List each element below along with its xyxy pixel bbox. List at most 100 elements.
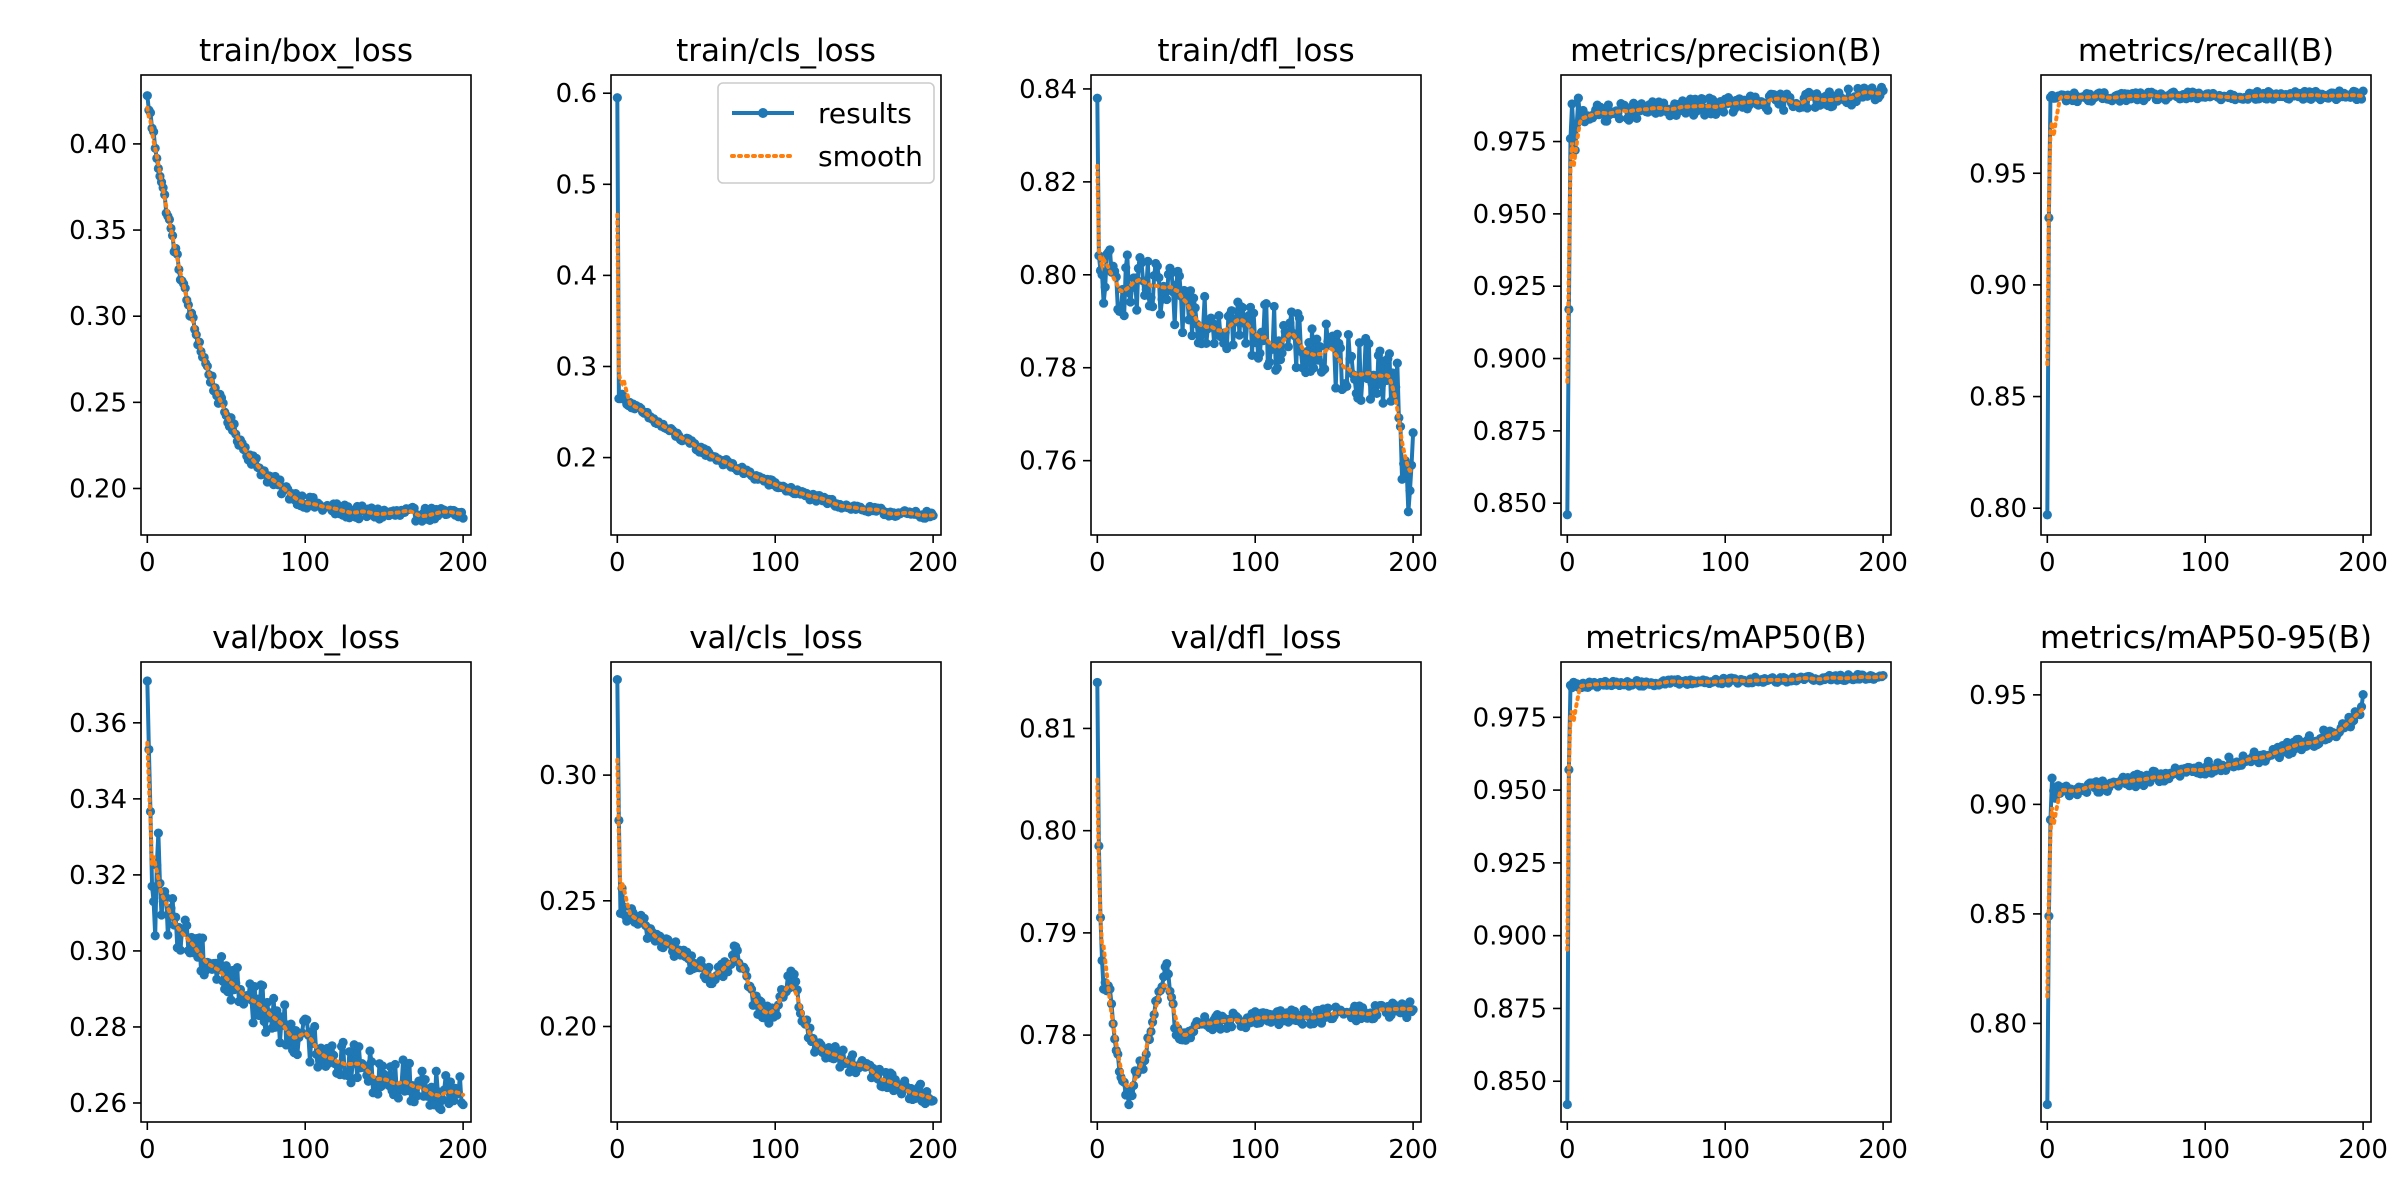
y-tick-label: 0.78: [1019, 354, 1077, 384]
results-point: [1092, 677, 1102, 688]
y-tick-label: 0.925: [1473, 849, 1547, 879]
x-tick-label: 100: [1700, 548, 1750, 578]
x-tick-label: 100: [1700, 1135, 1750, 1165]
results-point: [1155, 309, 1166, 319]
results-point: [182, 920, 192, 931]
results-point: [830, 1041, 840, 1052]
results-point: [292, 1049, 302, 1060]
y-tick-label: 0.25: [69, 388, 127, 418]
results-point: [310, 1021, 320, 1032]
smooth-line: [1095, 777, 1416, 1090]
results-point: [248, 1018, 258, 1028]
y-tick-label: 0.25: [539, 887, 597, 917]
y-tick-label: 0.35: [69, 216, 127, 246]
x-tick-label: 200: [438, 1135, 488, 1165]
results-line: [145, 680, 465, 1112]
results-point: [156, 910, 167, 920]
results-point: [445, 1077, 456, 1087]
results-point: [404, 1058, 415, 1068]
results-point: [915, 1079, 926, 1089]
y-tick-label: 0.90: [1969, 790, 2027, 820]
results-point: [1160, 287, 1170, 298]
results-point: [441, 1070, 451, 1081]
results-point: [612, 93, 622, 103]
results-point: [1272, 363, 1282, 373]
results-point: [313, 1062, 323, 1072]
plot-area: [2042, 86, 2368, 520]
results-point: [343, 1070, 353, 1081]
results-point: [1174, 271, 1185, 281]
results-point: [226, 995, 236, 1005]
plot-area: [142, 91, 468, 526]
chart-panel-3: train/dfl_loss 0 100 200 0.76 0.78 0.80 0.82 0.8…: [1019, 33, 1438, 578]
results-point: [1121, 263, 1131, 273]
y-tick-label: 0.80: [1969, 494, 2027, 524]
results-point: [197, 933, 208, 943]
y-tick-label: 0.30: [69, 302, 127, 332]
x-tick-label: 200: [2338, 1135, 2388, 1165]
results-point: [1124, 1100, 1134, 1110]
results-point: [789, 969, 799, 979]
legend-results-label: results: [818, 97, 912, 130]
results-point: [612, 675, 622, 685]
axes-frame: [1560, 661, 1892, 1123]
results-point: [417, 1066, 427, 1076]
results-point: [365, 1046, 375, 1056]
y-tick-label: 0.30: [539, 761, 597, 791]
x-tick-label: 100: [1230, 1135, 1280, 1165]
y-tick-label: 0.975: [1473, 128, 1547, 158]
axes-frame: [2040, 74, 2372, 536]
x-tick-label: 100: [2180, 548, 2230, 578]
results-point: [167, 893, 178, 904]
results-point: [1343, 330, 1353, 340]
results-point: [171, 912, 181, 922]
plot-area: [1092, 677, 1418, 1110]
results-point: [1403, 507, 1413, 517]
results-line: [1565, 672, 1885, 1105]
axes-frame: [1090, 74, 1422, 536]
results-point: [232, 963, 242, 973]
y-tick-label: 0.3: [556, 352, 597, 382]
results-point: [1122, 250, 1132, 260]
results-point: [257, 981, 268, 991]
results-point: [2131, 782, 2141, 792]
panel-title: train/dfl_loss: [1157, 33, 1354, 69]
x-tick-label: 200: [2338, 548, 2388, 578]
plot-area: [612, 675, 938, 1109]
results-point: [1365, 394, 1376, 404]
results-point: [163, 930, 173, 940]
results-point: [1309, 363, 1319, 373]
results-point: [1569, 127, 1579, 137]
results-line: [145, 95, 466, 524]
results-point: [1342, 381, 1352, 391]
results-point: [1100, 282, 1110, 292]
results-point: [1763, 105, 1773, 115]
y-tick-label: 0.975: [1473, 703, 1547, 733]
results-point: [1234, 330, 1245, 340]
axes-frame: [1090, 661, 1422, 1123]
results-point: [1364, 338, 1374, 349]
results-point: [150, 931, 160, 941]
results-point: [147, 881, 157, 891]
results-point: [1346, 351, 1357, 361]
results-point: [1843, 84, 1853, 94]
results-point: [1209, 338, 1219, 349]
y-tick-label: 0.4: [556, 261, 597, 291]
x-tick-label: 100: [2180, 1135, 2230, 1165]
results-point: [1099, 298, 1109, 308]
results-point: [1092, 93, 1102, 103]
chart-panel-7: val/cls_loss 0 100 200 0.20 0.25 0.30: [539, 620, 958, 1165]
results-point: [1313, 355, 1323, 365]
x-tick-label: 0: [1089, 548, 1106, 578]
x-tick-label: 200: [1858, 1135, 1908, 1165]
x-tick-label: 0: [1559, 1135, 1576, 1165]
results-point: [1632, 113, 1642, 123]
smooth-line: [145, 740, 466, 1098]
axes-frame: [140, 661, 472, 1123]
results-point: [1387, 368, 1398, 378]
results-point: [175, 945, 186, 955]
results-point: [305, 1057, 315, 1067]
results-point: [1163, 969, 1173, 979]
results-point: [366, 1057, 377, 1067]
